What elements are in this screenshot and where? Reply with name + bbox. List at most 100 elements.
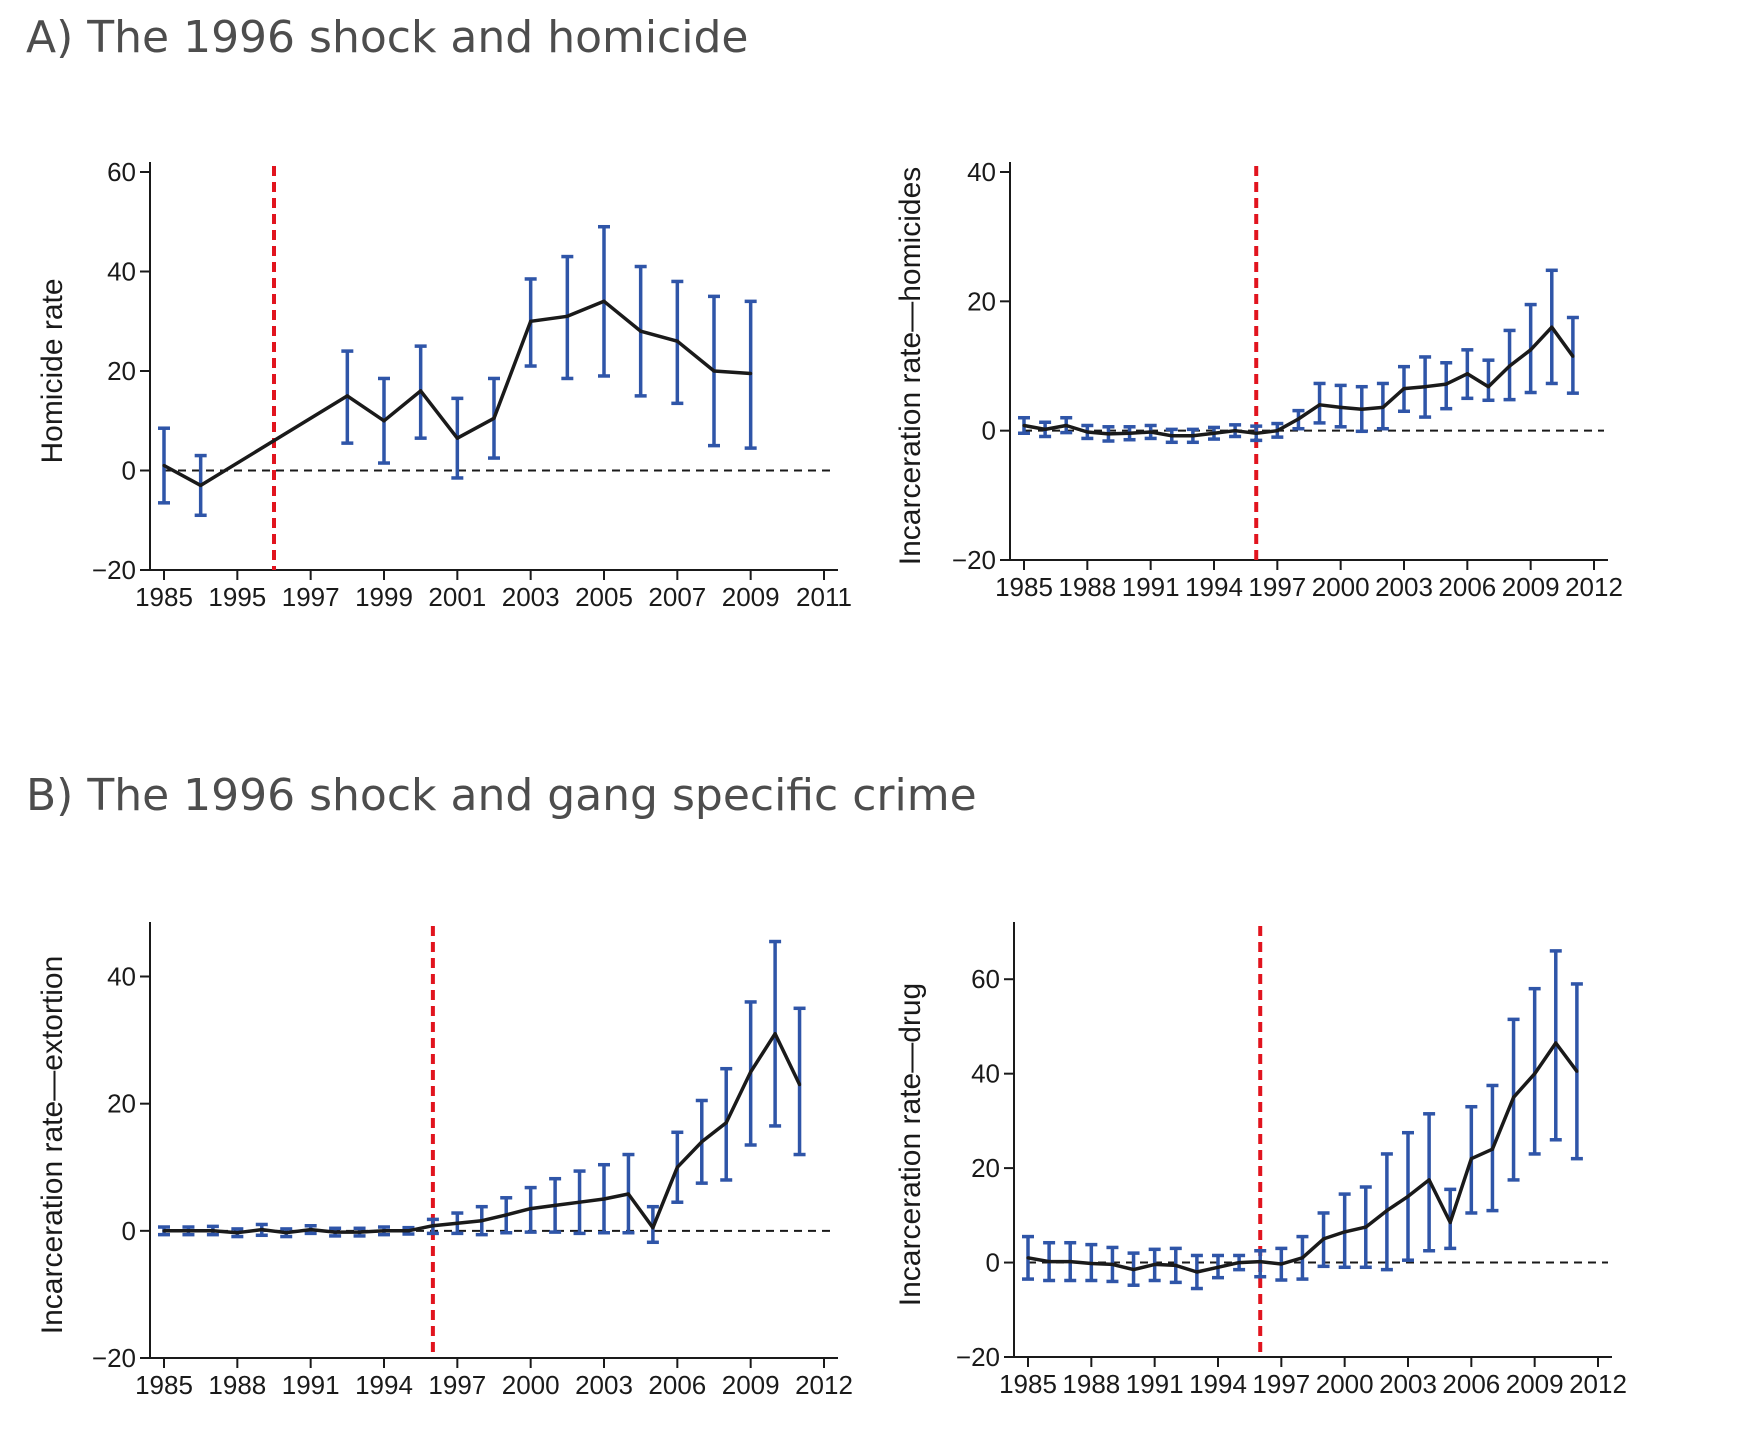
data-point bbox=[1254, 431, 1258, 435]
x-tick-label: 2006 bbox=[1438, 572, 1496, 602]
data-point bbox=[675, 339, 679, 343]
y-tick-label: 40 bbox=[107, 257, 136, 287]
x-tick-label: 1991 bbox=[282, 1370, 340, 1400]
y-tick-label: 20 bbox=[107, 1089, 136, 1119]
chart-homicide-rate: −20 0 20 40 60 1985 1995 1997 1999 2001 2003 2005 20… bbox=[36, 157, 852, 612]
data-point bbox=[1047, 1260, 1051, 1264]
data-point bbox=[1317, 403, 1322, 407]
y-axis-label: Incarceration rate—homicides bbox=[894, 167, 927, 566]
data-point bbox=[1022, 423, 1026, 428]
y-tick-label: 0 bbox=[122, 1216, 136, 1246]
y-tick-label: 20 bbox=[107, 356, 136, 386]
data-point bbox=[1427, 1178, 1431, 1182]
y-tick-label: 40 bbox=[971, 1059, 1000, 1089]
data-point bbox=[1402, 387, 1406, 391]
data-point bbox=[199, 483, 203, 488]
data-point bbox=[700, 1140, 704, 1144]
data-point bbox=[1469, 1157, 1473, 1161]
error-bar bbox=[1482, 358, 1495, 403]
x-tick-label: 1985 bbox=[135, 582, 193, 612]
x-tick-label: 1997 bbox=[1252, 1369, 1310, 1399]
data-point bbox=[1216, 1265, 1220, 1269]
x-tick-label: 2012 bbox=[1565, 572, 1623, 602]
x-tick-label: 1991 bbox=[1126, 1369, 1184, 1399]
data-point bbox=[186, 1229, 191, 1233]
data-point bbox=[565, 314, 569, 318]
x-tick-label: 1991 bbox=[1122, 572, 1180, 602]
x-tick-label: 2003 bbox=[1375, 572, 1433, 602]
x-tick-label: 1994 bbox=[1189, 1369, 1247, 1399]
data-point bbox=[357, 1230, 362, 1234]
data-point bbox=[1486, 385, 1491, 389]
data-point bbox=[1465, 372, 1469, 376]
x-tick-label: 2009 bbox=[722, 582, 780, 612]
y-tick-label: 20 bbox=[971, 1153, 1000, 1183]
error-bar bbox=[1254, 1249, 1267, 1279]
x-tick-label: 2009 bbox=[1502, 572, 1560, 602]
y-tick-label: −20 bbox=[952, 545, 996, 575]
data-point bbox=[1110, 1262, 1115, 1267]
data-point bbox=[406, 1229, 411, 1233]
data-point bbox=[1237, 1260, 1241, 1265]
data-point bbox=[504, 1213, 508, 1217]
data-point bbox=[345, 394, 349, 398]
x-tick-label: 1997 bbox=[282, 582, 340, 612]
data-point bbox=[1085, 430, 1089, 434]
data-point bbox=[1153, 1262, 1157, 1267]
data-point bbox=[749, 371, 753, 376]
x-tick-label: 2009 bbox=[1506, 1369, 1564, 1399]
data-point bbox=[162, 1229, 166, 1233]
x-tick-label: 2001 bbox=[428, 582, 486, 612]
data-point bbox=[712, 369, 716, 373]
data-point bbox=[1343, 1230, 1347, 1234]
data-point bbox=[1423, 385, 1427, 389]
data-point bbox=[1170, 434, 1174, 438]
data-point bbox=[773, 1032, 777, 1036]
data-point bbox=[651, 1226, 655, 1230]
data-point bbox=[1026, 1256, 1030, 1260]
y-tick-label: −20 bbox=[956, 1342, 1000, 1372]
y-tick-label: 60 bbox=[107, 157, 136, 187]
data-point bbox=[1296, 417, 1301, 421]
data-point bbox=[1381, 405, 1385, 409]
data-point bbox=[1149, 430, 1153, 434]
y-tick-label: 0 bbox=[986, 1248, 1000, 1278]
data-point bbox=[419, 389, 423, 393]
panel-a-title: A) The 1996 shock and homicide bbox=[26, 12, 749, 63]
data-point bbox=[1490, 1147, 1495, 1151]
x-tick-label: 1985 bbox=[999, 1369, 1057, 1399]
estimate-line bbox=[163, 299, 751, 488]
data-point bbox=[1448, 1220, 1452, 1225]
y-tick-label: 0 bbox=[122, 456, 136, 486]
x-tick-label: 2009 bbox=[722, 1370, 780, 1400]
data-point bbox=[1550, 325, 1554, 329]
data-point bbox=[492, 416, 496, 420]
data-point bbox=[1106, 432, 1111, 436]
data-point bbox=[1233, 429, 1237, 433]
data-point bbox=[1575, 1069, 1579, 1073]
y-axis-label: Incarceration rate—drug bbox=[894, 983, 927, 1307]
x-tick-label: 1997 bbox=[428, 1370, 486, 1400]
data-point bbox=[1321, 1237, 1326, 1241]
data-point bbox=[284, 1231, 288, 1235]
data-point bbox=[1444, 382, 1448, 386]
y-tick-label: 0 bbox=[982, 416, 996, 446]
data-point bbox=[1043, 427, 1047, 431]
x-tick-label: 1985 bbox=[995, 572, 1053, 602]
data-point bbox=[333, 1230, 337, 1234]
data-point bbox=[602, 1197, 606, 1201]
data-point bbox=[1300, 1256, 1305, 1260]
x-tick-label: 1997 bbox=[1248, 572, 1306, 602]
data-point bbox=[382, 419, 386, 423]
data-point bbox=[1064, 423, 1068, 428]
x-tick-label: 2005 bbox=[575, 582, 633, 612]
x-tick-label: 2000 bbox=[1312, 572, 1370, 602]
x-tick-label: 2012 bbox=[1569, 1369, 1627, 1399]
x-tick-label: 1999 bbox=[355, 582, 413, 612]
x-tick-label: 1994 bbox=[355, 1370, 413, 1400]
data-point bbox=[1275, 429, 1279, 433]
data-point bbox=[480, 1219, 484, 1223]
data-point bbox=[797, 1082, 802, 1087]
data-point bbox=[1507, 364, 1512, 368]
